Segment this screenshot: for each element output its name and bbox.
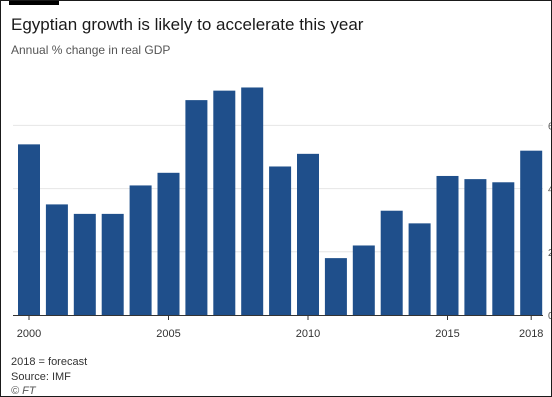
x-tick-label-2000: 2000: [17, 328, 41, 340]
x-tick-label-2018: 2018: [519, 328, 543, 340]
bar-2008: [241, 87, 264, 315]
bar-2014: [408, 223, 431, 315]
chart-subtitle: Annual % change in real GDP: [11, 43, 171, 57]
copyright-note: © FT: [11, 385, 36, 397]
bar-2004: [129, 185, 152, 315]
bar-2017: [492, 182, 515, 315]
bar-2007: [213, 90, 236, 315]
bar-2010: [297, 153, 319, 315]
bar-2011: [324, 258, 347, 315]
bar-2000: [18, 144, 40, 315]
y-tick-label-2: 2: [548, 248, 552, 259]
bar-2005: [157, 172, 180, 315]
bar-2009: [269, 166, 292, 315]
x-tick-label-2005: 2005: [156, 328, 180, 340]
forecast-note: 2018 = forecast: [11, 356, 88, 368]
bar-2016: [464, 179, 487, 315]
y-tick-label-4: 4: [548, 185, 552, 196]
x-tick-label-2010: 2010: [296, 328, 320, 340]
bar-2013: [380, 210, 403, 315]
source-note: Source: IMF: [11, 371, 71, 383]
bar-2001: [45, 204, 68, 315]
bar-2002: [73, 213, 96, 315]
chart-title: Egyptian growth is likely to accelerate …: [11, 15, 364, 34]
y-tick-label-6: 6: [548, 121, 552, 132]
bar-2006: [185, 100, 208, 316]
bar-2018: [520, 150, 543, 315]
x-tick-label-2015: 2015: [435, 328, 459, 340]
bar-2015: [436, 175, 459, 315]
bar-2012: [352, 245, 375, 315]
y-tick-label-0: 0: [548, 311, 552, 322]
bar-2003: [101, 213, 124, 315]
ft-top-rule: [9, 1, 59, 5]
